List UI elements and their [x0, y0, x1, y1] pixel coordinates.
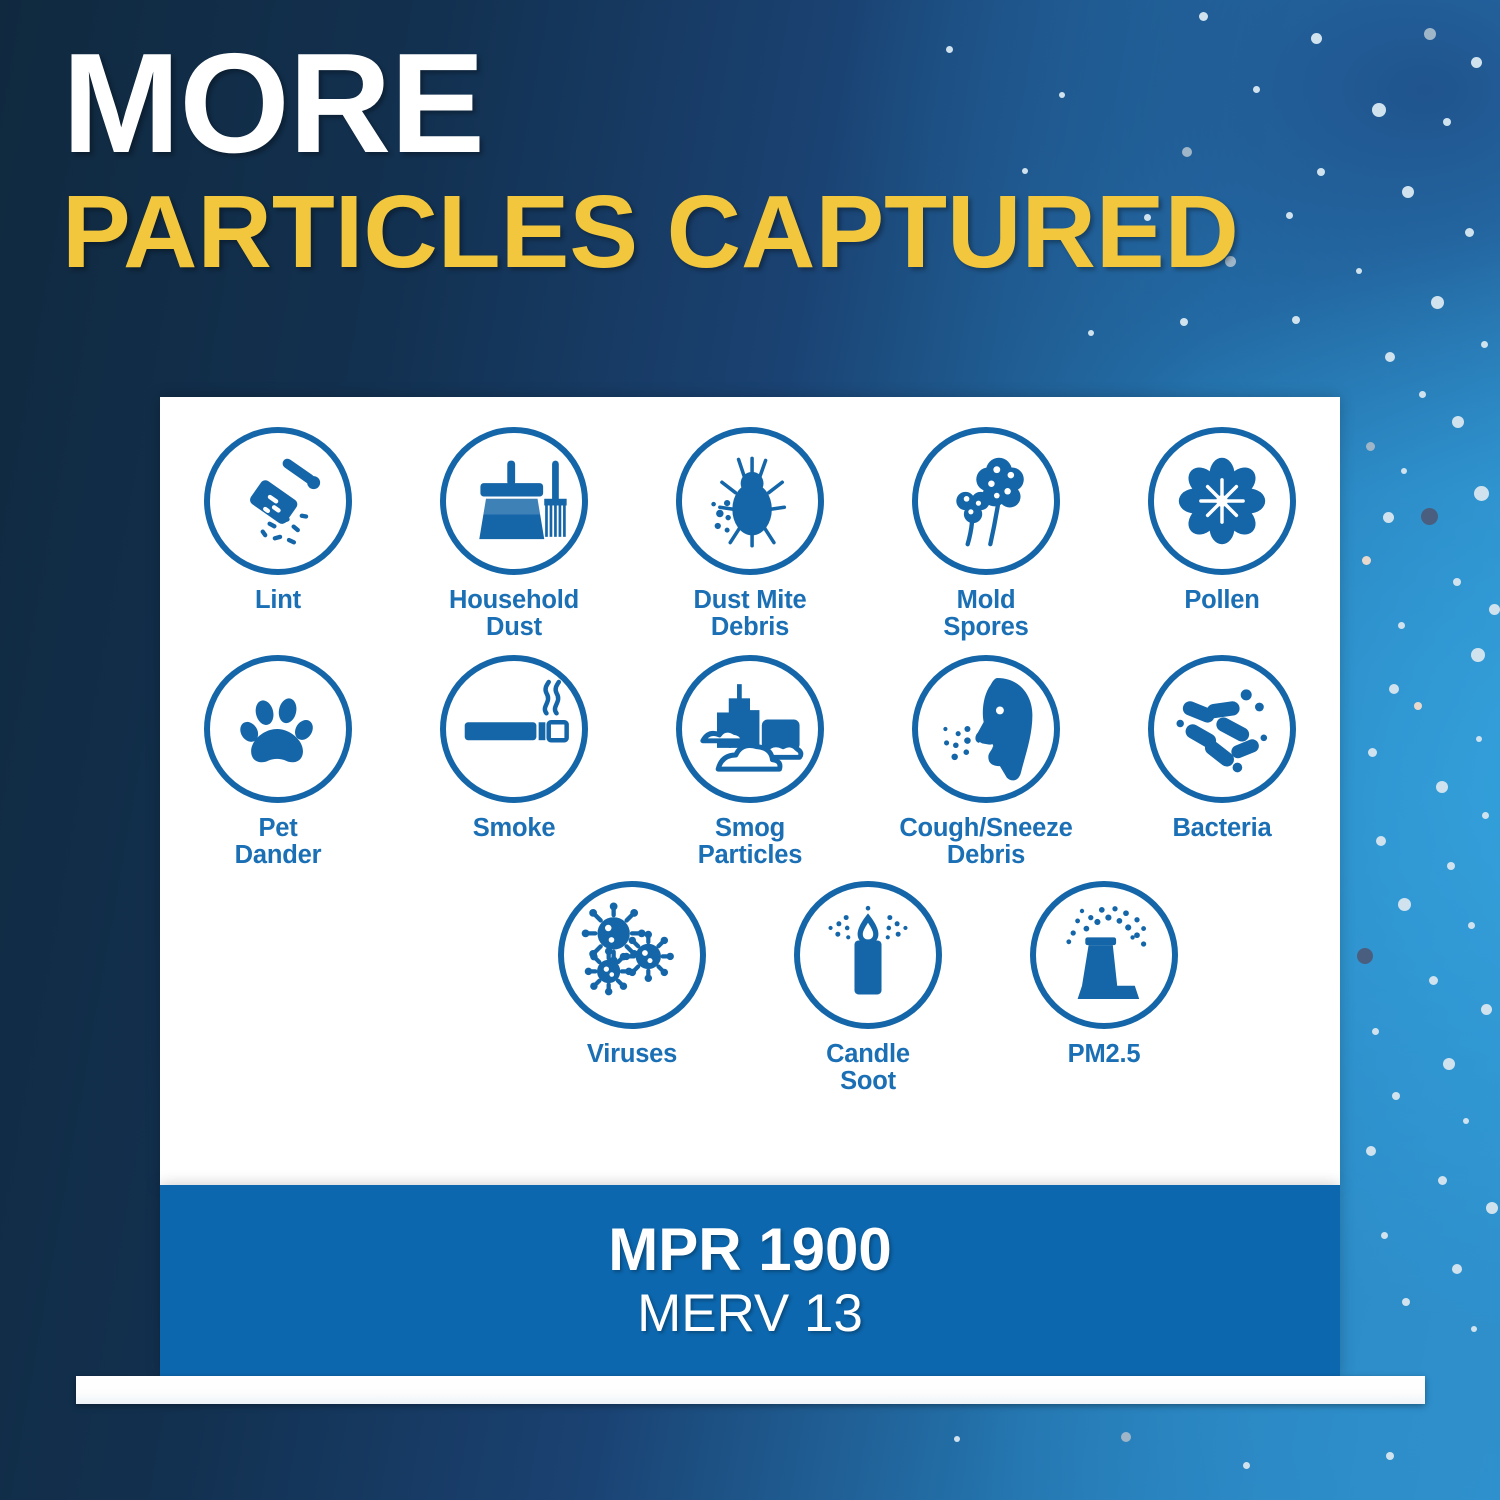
particle-label-line: Dust — [486, 613, 542, 642]
dustpan-brush-icon — [440, 427, 588, 575]
headline-block: MORE PARTICLES CAPTURED — [62, 24, 1382, 290]
particle-item-dust-mite-debris: Dust Mite Debris — [632, 427, 868, 641]
particle-item-candle-soot: Candle Soot — [750, 881, 986, 1095]
dust-mite-icon — [676, 427, 824, 575]
particle-label-line: Candle — [826, 1040, 910, 1069]
particle-label-line: Lint — [255, 586, 301, 614]
smokestack-pm25-icon — [1030, 881, 1178, 1030]
particle-label-line: Pollen — [1184, 586, 1260, 614]
particle-item-pm25: PM2.5 — [986, 881, 1222, 1095]
particle-item-mold-spores: Mold Spores — [868, 427, 1104, 641]
particle-label: Smog Particles — [698, 815, 803, 869]
particle-label: Smoke — [473, 815, 556, 842]
mpr-rating: MPR 1900 — [608, 1216, 892, 1284]
headline-line-1: MORE — [62, 24, 485, 183]
particle-item-pollen: Pollen — [1104, 427, 1340, 641]
particle-row-2: Pet Dander — [160, 641, 1340, 869]
particle-item-viruses: Viruses — [514, 881, 750, 1095]
particle-label: Dust Mite Debris — [693, 586, 807, 642]
particle-row-1: Lint — [160, 397, 1340, 641]
particle-item-bacteria: Bacteria — [1104, 655, 1340, 869]
particle-label: Household Dust — [449, 586, 579, 642]
particle-label: Viruses — [587, 1041, 677, 1068]
particle-label: Candle Soot — [826, 1041, 910, 1095]
particle-label: Bacteria — [1172, 815, 1271, 842]
particles-card: Lint — [160, 397, 1340, 1185]
particle-label-line: Cough/Sneeze — [899, 814, 1073, 843]
particle-label: Mold Spores — [943, 586, 1029, 642]
particle-label: Lint — [255, 586, 301, 614]
particle-label: Pollen — [1184, 586, 1260, 614]
particle-item-smog-particles: Smog Particles — [632, 655, 868, 869]
particle-label-line: Smog — [714, 814, 786, 843]
particle-label: PM2.5 — [1068, 1041, 1141, 1068]
particle-label-line: Soot — [840, 1067, 896, 1096]
particle-row-3: Viruses — [160, 869, 1340, 1095]
particle-label-line: Household — [449, 586, 579, 614]
particle-label-line: PM2.5 — [1067, 1040, 1141, 1069]
particle-label-line: Dander — [234, 841, 322, 870]
virus-icon — [558, 881, 706, 1030]
particle-label-line: Bacteria — [1172, 814, 1272, 843]
candle-soot-icon — [794, 881, 942, 1030]
merv-rating: MERV 13 — [637, 1284, 863, 1344]
rating-banner: MPR 1900 MERV 13 — [160, 1185, 1340, 1377]
particle-label-line: Spores — [943, 613, 1029, 642]
paw-print-icon — [204, 655, 352, 804]
particle-label: Cough/Sneeze Debris — [899, 815, 1072, 869]
particle-item-smoke: Smoke — [396, 655, 632, 869]
cigarette-smoke-icon — [440, 655, 588, 804]
headline-line-2: PARTICLES CAPTURED — [62, 174, 1239, 290]
particle-label-line: Particles — [697, 841, 803, 870]
particle-label-line: Pet — [258, 814, 298, 843]
particle-item-lint: Lint — [160, 427, 396, 641]
particle-label-line: Smoke — [472, 814, 556, 843]
particle-label-line: Dust Mite — [693, 586, 807, 614]
particle-label-line: Viruses — [586, 1040, 678, 1069]
mold-spores-flowers-icon — [912, 427, 1060, 575]
lint-roller-icon — [204, 427, 352, 575]
bacteria-icon — [1148, 655, 1296, 804]
particle-item-pet-dander: Pet Dander — [160, 655, 396, 869]
particle-item-household-dust: Household Dust — [396, 427, 632, 641]
particle-label-line: Debris — [946, 841, 1026, 870]
particle-label-line: Debris — [710, 613, 790, 642]
particle-label: Pet Dander — [235, 815, 322, 869]
city-smog-icon — [676, 655, 824, 804]
particle-label-line: Mold — [956, 586, 1016, 614]
pollen-flower-icon — [1148, 427, 1296, 575]
particle-item-cough-sneeze-debris: Cough/Sneeze Debris — [868, 655, 1104, 869]
cough-sneeze-face-icon — [912, 655, 1060, 804]
bottom-white-bar — [76, 1376, 1425, 1404]
